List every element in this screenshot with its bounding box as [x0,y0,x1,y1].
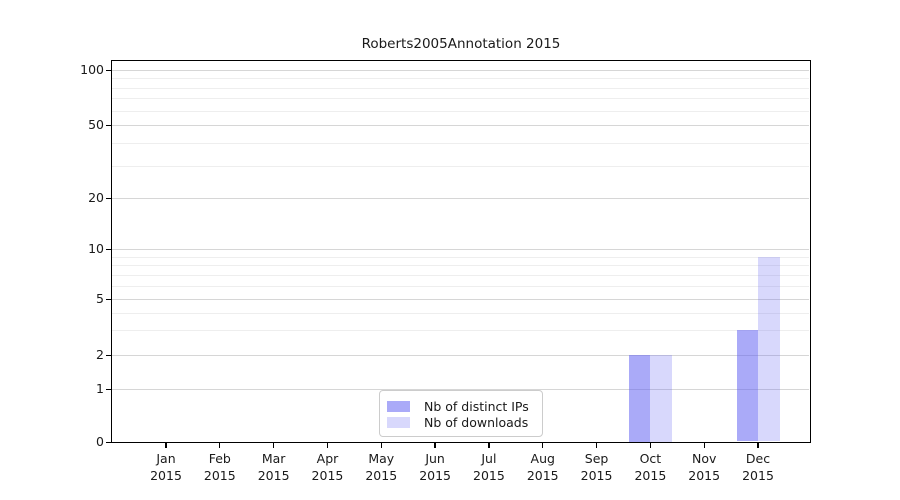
major-gridline [112,389,809,390]
chart-title: Roberts2005Annotation 2015 [361,36,561,52]
y-tick-label: 2 [96,347,104,362]
x-tick-month: Aug [530,451,555,466]
x-tick-mark [542,443,544,448]
x-tick-year: 2015 [688,467,721,483]
x-tick-year: 2015 [150,467,182,483]
x-tick-year: 2015 [419,467,451,483]
y-tick-mark [106,124,111,126]
x-tick-year: 2015 [257,467,290,483]
y-tick-mark [106,298,111,300]
minor-gridline [112,330,809,332]
x-tick-year: 2015 [634,467,667,483]
x-tick-month: May [368,451,395,466]
y-tick-label: 100 [80,62,104,77]
legend-label-distinct-ips: Nb of distinct IPs [424,398,529,414]
x-tick-mark [757,443,759,448]
x-tick-label: Sep 2015 [566,451,628,484]
legend-item-downloads: Nb of downloads [387,415,542,432]
minor-gridline [112,285,809,287]
plot-area-border [110,60,811,443]
x-tick-year: 2015 [311,467,344,483]
minor-gridline [112,265,809,267]
x-tick-label: Jul 2015 [458,451,520,484]
x-tick-month: Jan [156,451,176,466]
x-tick-year: 2015 [473,467,505,483]
major-gridline [112,70,809,71]
legend-item-distinct-ips: Nb of distinct IPs [387,398,542,415]
x-tick-mark [272,443,275,448]
x-tick-label: Jun 2015 [404,451,466,484]
bar-oct-series0 [628,355,651,442]
y-tick-label: 10 [88,241,104,256]
x-tick-mark [380,443,382,448]
x-tick-month: Jun [425,451,445,466]
x-tick-month: Nov [691,451,717,466]
minor-gridline [112,274,809,276]
y-tick-label: 0 [96,434,104,449]
minor-gridline [112,87,809,89]
x-tick-mark [434,443,436,448]
x-tick-label: Dec 2015 [727,451,789,484]
x-tick-month: Mar [261,451,286,466]
x-tick-label: Apr 2015 [296,451,358,484]
x-tick-year: 2015 [526,467,559,483]
y-tick-label: 20 [88,190,104,205]
x-tick-label: May 2015 [350,451,412,484]
x-tick-label: Jan 2015 [135,451,197,484]
legend-swatch-distinct-ips [387,400,410,412]
x-tick-label: Oct 2015 [619,451,681,484]
x-tick-label: Aug 2015 [512,451,574,484]
y-tick-mark [106,69,111,71]
x-tick-month: Apr [316,451,339,466]
y-tick-label: 5 [96,291,104,306]
x-tick-label: Mar 2015 [243,451,305,484]
major-gridline [112,299,809,300]
x-tick-mark [703,443,705,448]
x-tick-month: Feb [208,451,231,466]
bar-oct-series1 [650,355,672,442]
y-tick-label: 1 [96,381,104,396]
x-tick-year: 2015 [580,467,613,483]
y-tick-mark [106,441,111,443]
major-gridline [112,355,809,356]
legend-label-downloads: Nb of downloads [424,415,529,431]
major-gridline [112,249,809,250]
x-tick-label: Nov 2015 [673,451,735,484]
x-tick-mark [326,443,329,448]
x-tick-year: 2015 [742,467,774,483]
legend-swatch-downloads [387,417,410,429]
x-tick-mark [165,443,167,448]
x-tick-month: Jul [481,451,497,466]
minor-gridline [112,78,809,80]
x-tick-month: Oct [639,451,662,466]
bar-dec-series1 [758,256,780,442]
x-tick-year: 2015 [365,467,398,483]
y-tick-mark [106,248,111,250]
y-tick-mark [106,388,111,390]
minor-gridline [112,312,809,314]
x-tick-month: Dec [745,451,771,466]
major-gridline [112,125,809,126]
minor-gridline [112,110,809,112]
minor-gridline [112,98,809,100]
minor-gridline [112,165,809,167]
x-tick-year: 2015 [203,467,236,483]
x-tick-mark [649,443,652,448]
y-tick-mark [106,354,111,356]
y-tick-mark [106,197,111,199]
x-tick-label: Feb 2015 [189,451,251,484]
bar-dec-series0 [736,330,759,442]
minor-gridline [112,256,809,258]
x-tick-month: Sep [584,451,609,466]
y-tick-label: 50 [88,117,104,132]
minor-gridline [112,142,809,144]
major-gridline [112,198,809,199]
legend: Nb of distinct IPs Nb of downloads [379,390,543,437]
x-tick-mark [488,443,490,448]
x-tick-mark [595,443,598,448]
x-tick-mark [219,443,221,448]
